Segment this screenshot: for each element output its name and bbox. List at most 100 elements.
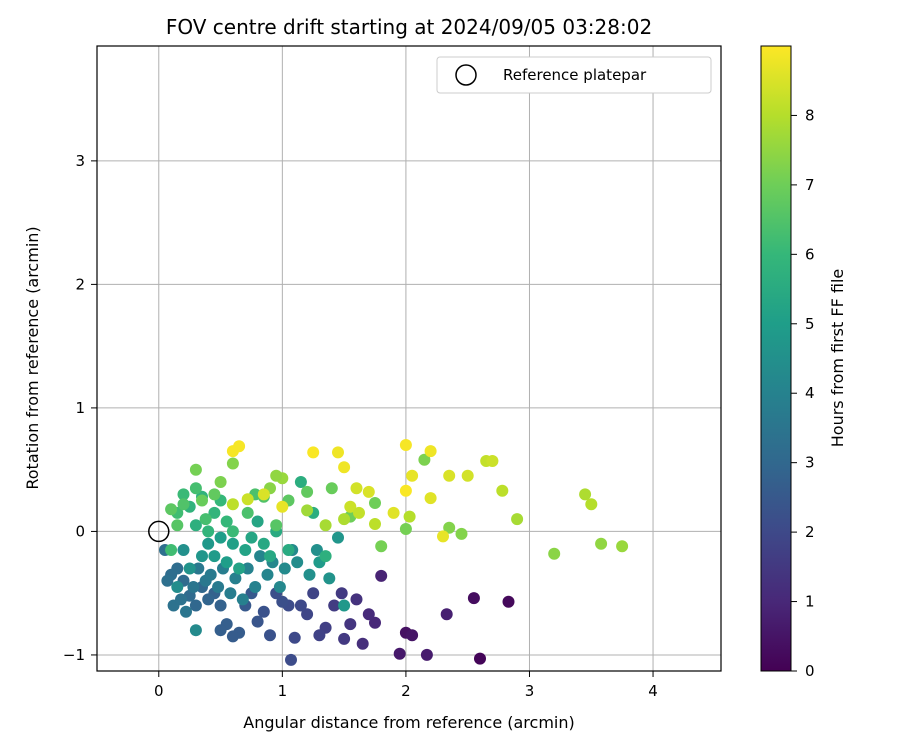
scatter-point <box>196 494 208 507</box>
y-tick-label: 1 <box>75 399 85 417</box>
scatter-point <box>229 572 242 585</box>
x-axis-label: Angular distance from reference (arcmin) <box>243 713 574 732</box>
scatter-point <box>276 595 289 608</box>
y-tick-label: −1 <box>63 646 85 664</box>
scatter-point <box>251 615 264 628</box>
scatter-point <box>189 463 202 476</box>
scatter-point <box>403 510 416 523</box>
scatter-point <box>202 525 215 538</box>
colorbar-tick-label: 2 <box>805 523 815 541</box>
scatter-point <box>285 653 297 666</box>
scatter-point <box>579 488 592 501</box>
scatter-point <box>511 513 524 526</box>
scatter-point <box>502 595 515 608</box>
scatter-point <box>294 599 307 612</box>
scatter-point <box>236 593 249 606</box>
scatter-point <box>335 587 348 600</box>
scatter-point <box>214 624 227 637</box>
scatter-point <box>418 453 431 466</box>
scatter-point <box>165 503 178 516</box>
scatter-point <box>443 469 456 482</box>
scatter-point <box>282 544 295 556</box>
legend: Reference platepar <box>436 56 712 94</box>
scatter-point <box>208 550 221 563</box>
scatter-point <box>180 605 192 618</box>
scatter-point <box>171 581 184 593</box>
scatter-point <box>461 469 474 482</box>
scatter-point <box>226 537 239 550</box>
scatter-point <box>356 637 369 650</box>
scatter-point <box>353 506 365 519</box>
scatter-point <box>226 525 239 538</box>
scatter-point <box>288 631 301 644</box>
scatter-point <box>196 550 208 563</box>
scatter-point <box>399 523 412 535</box>
reference-point <box>148 520 170 543</box>
scatter-point <box>307 446 320 459</box>
y-tick-label: 0 <box>75 522 85 540</box>
scatter-point <box>301 608 314 621</box>
scatter-point <box>161 574 174 587</box>
scatter-point <box>474 652 486 665</box>
scatter-point <box>214 599 227 612</box>
scatter-point <box>241 506 254 519</box>
scatter-point <box>420 648 433 661</box>
x-tick-label: 0 <box>154 682 164 700</box>
scatter-points <box>159 439 629 666</box>
scatter-point <box>548 547 561 560</box>
scatter-point <box>387 506 400 519</box>
scatter-point <box>328 599 341 612</box>
scatter-point <box>192 562 205 575</box>
colorbar-tick-label: 8 <box>805 106 815 124</box>
x-tick-label: 4 <box>648 682 658 700</box>
scatter-point <box>226 630 239 643</box>
scatter-point <box>467 592 480 605</box>
scatter-point <box>325 482 338 495</box>
scatter-point <box>270 469 283 482</box>
scatter-point <box>233 440 246 453</box>
scatter-point <box>257 537 270 550</box>
scatter-point <box>278 562 291 575</box>
scatter-point <box>239 544 252 556</box>
scatter-point <box>319 550 332 563</box>
scatter-point <box>344 500 357 513</box>
scatter-point <box>323 572 336 585</box>
scatter-point <box>226 457 239 470</box>
scatter-point <box>486 455 499 467</box>
scatter-point <box>187 581 200 593</box>
scatter-point <box>183 562 196 575</box>
x-ticks: 0 1 2 3 4 <box>154 671 658 700</box>
plot-frame <box>96 45 722 672</box>
scatter-point <box>319 519 332 532</box>
scatter-point <box>264 550 276 563</box>
scatter-point <box>301 485 314 498</box>
colorbar-tick-label: 6 <box>805 245 815 263</box>
scatter-point <box>338 599 351 612</box>
scatter-point <box>189 599 202 612</box>
x-tick-label: 1 <box>278 682 288 700</box>
scatter-point <box>369 497 381 509</box>
scatter-point <box>251 515 264 528</box>
scatter-point <box>350 593 363 606</box>
scatter-point <box>338 632 351 645</box>
scatter-point <box>362 608 375 621</box>
scatter-point <box>455 527 468 540</box>
scatter-point <box>424 492 437 505</box>
scatter-point <box>424 445 437 458</box>
scatter-point <box>220 556 233 569</box>
y-tick-label: 2 <box>75 275 85 293</box>
legend-marker <box>455 64 477 86</box>
scatter-point <box>585 498 598 511</box>
colorbar-tick-label: 4 <box>805 384 815 402</box>
scatter-point <box>616 540 629 553</box>
scatter-point <box>264 629 276 642</box>
legend-label: Reference platepar <box>503 66 647 84</box>
scatter-point <box>369 616 381 629</box>
scatter-point <box>241 562 254 575</box>
scatter-point <box>208 506 221 519</box>
scatter-point <box>249 581 262 593</box>
scatter-point <box>362 485 375 498</box>
scatter-point <box>189 519 202 532</box>
colorbar-tick-label: 0 <box>805 662 815 680</box>
scatter-point <box>443 521 456 534</box>
